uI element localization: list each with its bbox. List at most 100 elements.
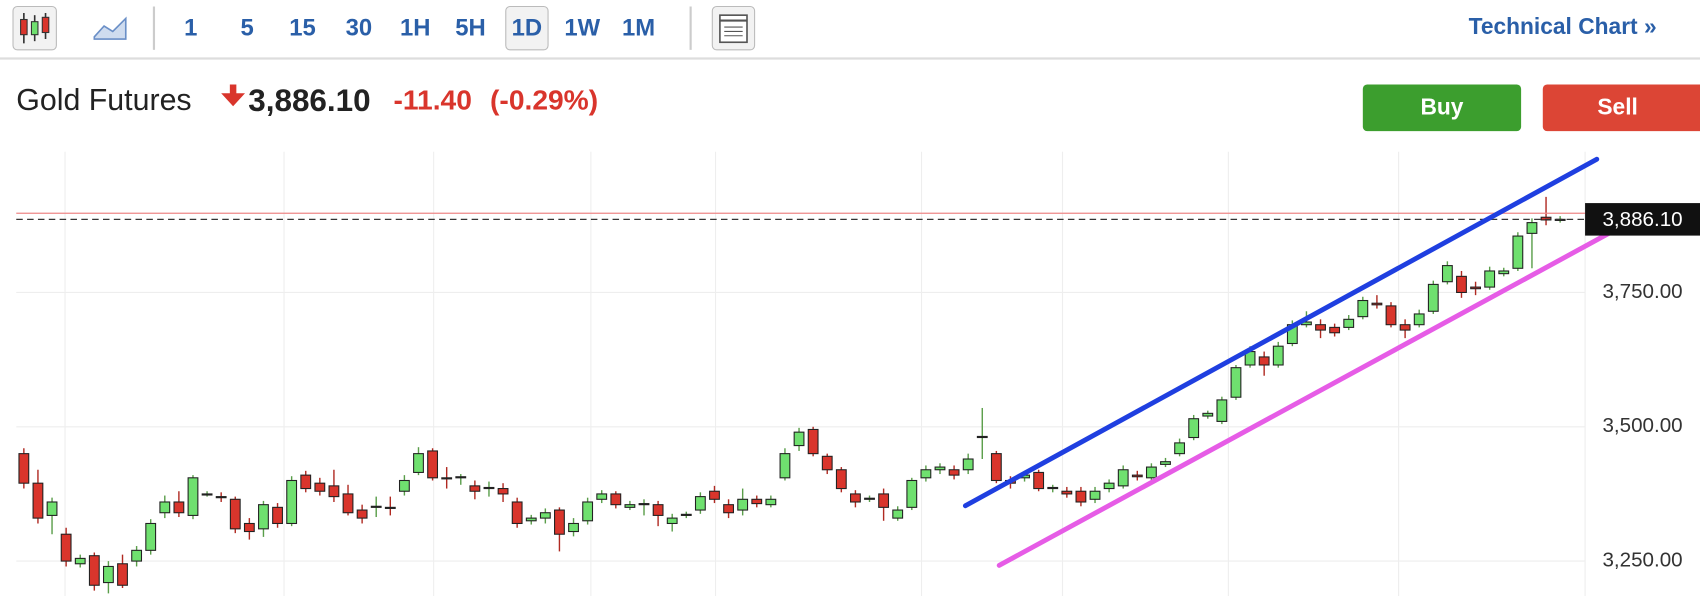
candle-body xyxy=(807,428,819,455)
interval-button[interactable]: 5 xyxy=(241,15,254,42)
candle-body xyxy=(201,493,213,496)
candle-body xyxy=(779,453,791,479)
candle-body xyxy=(1315,324,1326,331)
candle-body xyxy=(173,501,185,514)
trendline xyxy=(962,156,1600,509)
toolbar: Technical Chart » 1 5 15 30 1H 5H 1D 1W 1M xyxy=(0,5,1700,60)
candle-body xyxy=(1103,482,1115,490)
candle-body xyxy=(300,474,312,490)
candle-body xyxy=(878,493,890,508)
candle-body xyxy=(694,496,706,511)
candle-body xyxy=(131,549,143,562)
candle-body xyxy=(88,555,100,586)
candle-body xyxy=(1329,326,1341,334)
sell-button[interactable]: Sell xyxy=(1542,84,1700,132)
candle-body xyxy=(1484,270,1496,288)
candle-body xyxy=(793,431,805,447)
candle-body xyxy=(638,503,650,506)
candle-body xyxy=(455,476,467,479)
overlays xyxy=(16,156,1656,568)
candle-body xyxy=(1456,275,1467,294)
candle-body xyxy=(990,453,1002,482)
interval-button[interactable]: 1H xyxy=(400,15,430,42)
candle-body xyxy=(441,477,453,480)
candle-body xyxy=(1470,286,1481,290)
candle-body xyxy=(1230,367,1242,398)
candle-body xyxy=(1033,471,1045,490)
candle-body xyxy=(398,479,410,492)
candle-body xyxy=(680,513,692,516)
candle-body xyxy=(1371,302,1383,306)
candle-body xyxy=(723,504,734,514)
candle-body xyxy=(1061,490,1073,495)
sell-label[interactable]: Sell xyxy=(1597,93,1637,119)
candle-body xyxy=(1188,418,1200,439)
candle-body xyxy=(1216,399,1228,422)
candle-body xyxy=(243,522,255,533)
candle-body xyxy=(539,512,551,519)
candle-body xyxy=(511,501,523,525)
candle-body xyxy=(709,490,720,500)
candle-body xyxy=(765,498,777,506)
quote-header: Gold Futures 3,886.10 -11.40 (-0.29%) Bu… xyxy=(16,83,1700,132)
candle-body xyxy=(314,482,326,492)
candle-body xyxy=(652,504,664,516)
y-axis: 3,250.00 3,500.00 3,750.00 3,886.10 xyxy=(1585,203,1700,572)
change-percent: (-0.29%) xyxy=(490,83,598,115)
candle-body xyxy=(483,486,495,490)
candle-body xyxy=(1258,356,1270,366)
candle-body xyxy=(976,435,988,439)
candle-body xyxy=(1160,461,1171,465)
candle-body xyxy=(1512,235,1524,269)
candle-body xyxy=(46,501,58,516)
candle-body xyxy=(1357,299,1369,318)
candle-body xyxy=(1047,486,1059,490)
candle-body xyxy=(554,509,565,535)
candle-body xyxy=(934,466,946,471)
interval-button[interactable]: 1M xyxy=(622,15,655,42)
technical-chart-link[interactable]: Technical Chart » xyxy=(1469,13,1657,39)
buy-button[interactable]: Buy xyxy=(1362,84,1522,132)
active-interval xyxy=(505,5,549,51)
candle-body xyxy=(102,565,114,584)
candle-body xyxy=(1089,490,1101,500)
candle-body xyxy=(384,506,396,509)
y-tick-label: 3,750.00 xyxy=(1602,280,1682,303)
candle-body xyxy=(497,488,509,495)
candle-body xyxy=(1441,265,1453,283)
candle-body xyxy=(737,498,749,511)
layout-icon[interactable] xyxy=(711,5,756,51)
price: 3,886.10 xyxy=(248,83,370,118)
candle-body xyxy=(892,509,904,519)
last-price-label: 3,886.10 xyxy=(1602,208,1682,231)
candle-body xyxy=(1413,313,1425,326)
line-icon[interactable] xyxy=(93,16,127,40)
interval-button[interactable]: 1 xyxy=(184,15,197,42)
candle-body xyxy=(624,504,636,508)
candle-body xyxy=(1174,442,1186,455)
candle-body xyxy=(286,479,298,525)
candle-body xyxy=(145,522,157,551)
interval-button[interactable]: 1D xyxy=(512,15,542,42)
candle-body xyxy=(1526,222,1538,234)
candle-body xyxy=(596,493,608,500)
interval-button[interactable]: 30 xyxy=(346,15,373,42)
candle-body xyxy=(1272,345,1284,366)
interval-button[interactable]: 1W xyxy=(564,15,600,42)
candle-body xyxy=(272,506,283,525)
interval-button[interactable]: 15 xyxy=(289,15,316,42)
candle-body xyxy=(328,485,340,498)
candle-body xyxy=(1399,324,1411,331)
down-arrow xyxy=(221,84,246,107)
candle-body xyxy=(370,505,382,508)
interval-button[interactable]: 5H xyxy=(455,15,485,42)
candle-body xyxy=(258,504,269,530)
candle-body xyxy=(469,485,481,492)
buy-label[interactable]: Buy xyxy=(1420,93,1463,119)
candle-body xyxy=(948,469,960,476)
candle-body xyxy=(117,563,128,586)
candle-body xyxy=(906,479,918,508)
candle-body xyxy=(1427,283,1439,312)
y-tick-label: 3,500.00 xyxy=(1602,414,1682,437)
